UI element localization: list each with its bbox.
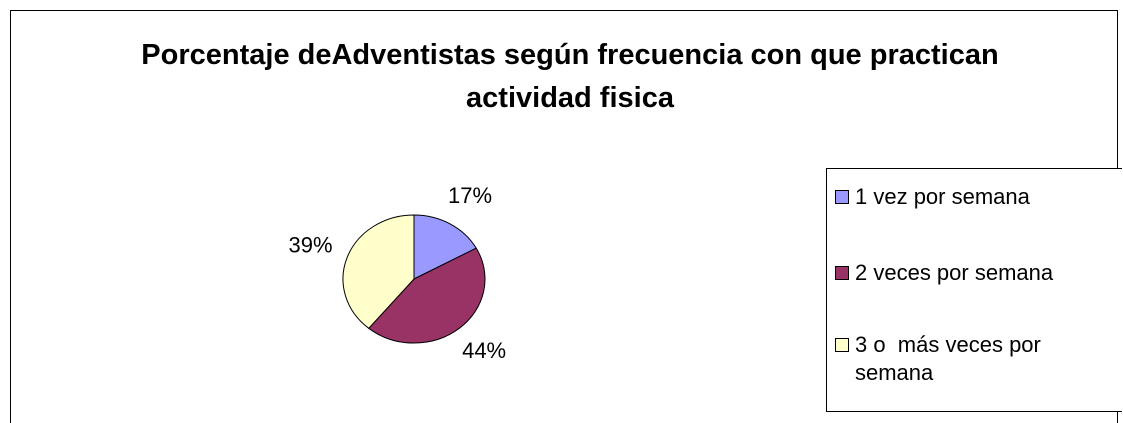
legend-swatch — [835, 190, 849, 204]
legend-swatch — [835, 338, 849, 352]
chart-title: Porcentaje deAdventistas según frecuenci… — [141, 39, 999, 114]
legend-label: 2 veces por semana — [855, 260, 1054, 285]
data-label: 39% — [288, 233, 332, 258]
legend-item: 1 vez por semana — [835, 183, 1117, 211]
data-label: 17% — [448, 183, 492, 208]
pie-slice — [413, 214, 477, 280]
legend-label: 3 o más veces por semana — [855, 332, 1047, 385]
pie-slice — [367, 247, 486, 344]
data-label: 44% — [462, 338, 506, 363]
legend: 1 vez por semana 2 veces por semana 3 o má… — [826, 168, 1122, 412]
legend-label: 1 vez por semana — [855, 184, 1030, 209]
legend-swatch — [835, 266, 849, 280]
pie-slice — [342, 214, 415, 329]
legend-item: 2 veces por semana — [835, 259, 1117, 287]
pie: 17% 44% 39% — [288, 183, 506, 363]
legend-item: 3 o más veces por semana — [835, 331, 1117, 387]
